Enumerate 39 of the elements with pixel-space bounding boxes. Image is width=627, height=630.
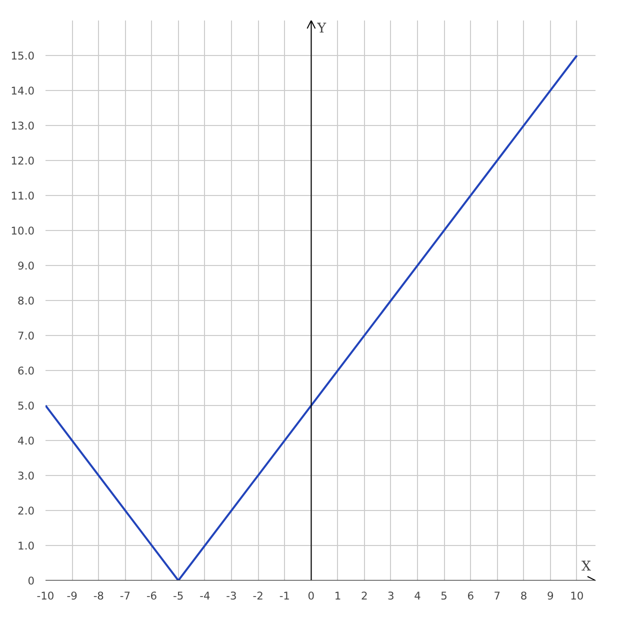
y-tick-label: 2.0 bbox=[18, 504, 35, 518]
y-tick-label: 12.0 bbox=[10, 154, 35, 168]
x-tick-label: 5 bbox=[440, 590, 448, 602]
x-tick-label: -3 bbox=[226, 590, 237, 602]
x-tick-label: -10 bbox=[36, 590, 54, 602]
y-tick-label: 8.0 bbox=[18, 294, 35, 308]
y-tick-label: 10.0 bbox=[10, 224, 35, 238]
y-tick-label: 13.0 bbox=[10, 120, 35, 132]
x-tick-label: 10 bbox=[570, 590, 584, 602]
x-tick-label: 7 bbox=[494, 590, 501, 602]
x-tick-label: -6 bbox=[146, 590, 158, 602]
y-tick-label: 7.0 bbox=[18, 330, 35, 342]
x-tick-label: 6 bbox=[467, 590, 474, 602]
x-tick-label: 8 bbox=[520, 590, 528, 602]
x-tick-label: 3 bbox=[388, 590, 394, 602]
y-tick-label: 14.0 bbox=[10, 84, 35, 98]
x-tick-label: -5 bbox=[173, 590, 184, 602]
x-tick-label: 9 bbox=[546, 590, 554, 602]
y-tick-label: 0 bbox=[28, 574, 35, 588]
x-axis-title: X bbox=[582, 560, 592, 574]
x-tick-label: 2 bbox=[360, 590, 368, 602]
x-tick-label: -9 bbox=[66, 590, 78, 602]
x-tick-label: -8 bbox=[93, 590, 104, 602]
y-tick-label: 15.0 bbox=[10, 50, 35, 62]
x-tick-label: 1 bbox=[334, 590, 342, 602]
y-tick-label: 1.0 bbox=[18, 540, 35, 552]
y-tick-label: 6.0 bbox=[18, 364, 35, 378]
y-tick-label: 9.0 bbox=[18, 260, 35, 272]
y-axis-title: Y bbox=[316, 22, 326, 36]
x-tick-label: -4 bbox=[200, 590, 210, 602]
x-tick-label: 4 bbox=[414, 590, 422, 602]
y-tick-label: 11.0 bbox=[10, 190, 35, 202]
y-tick-label: 4.0 bbox=[18, 434, 35, 448]
x-tick-label: -1 bbox=[279, 590, 290, 602]
x-tick-label: -2 bbox=[252, 590, 264, 602]
x-tick-label: 0 bbox=[308, 590, 315, 602]
y-tick-label: 3.0 bbox=[18, 470, 35, 482]
y-tick-label: 5.0 bbox=[18, 400, 35, 412]
x-tick-label: -7 bbox=[120, 590, 131, 602]
